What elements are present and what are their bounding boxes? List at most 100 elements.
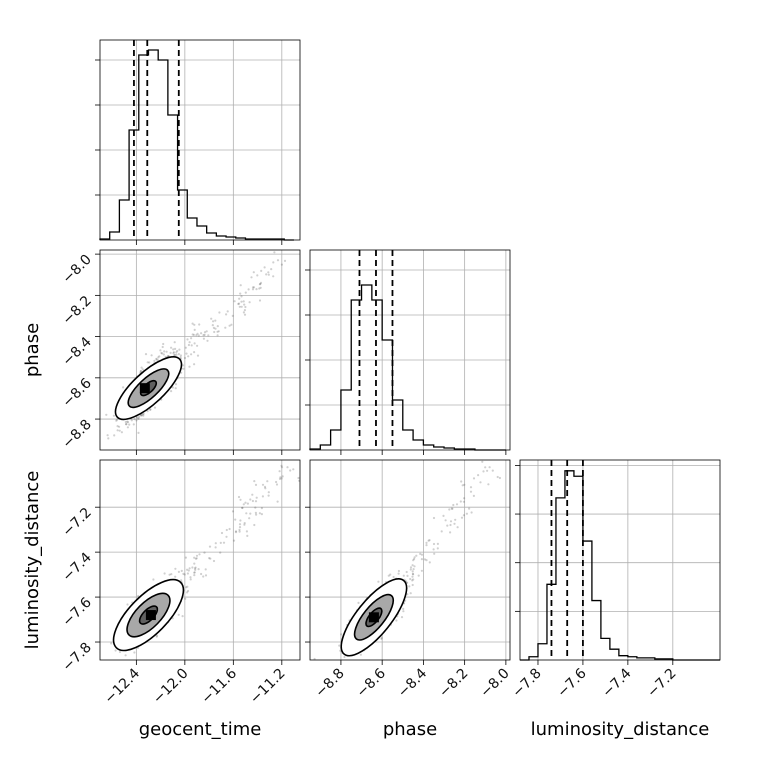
scatter-point [200, 332, 203, 335]
scatter-point [405, 570, 408, 574]
x-tick-label: −7.6 [554, 665, 589, 700]
scatter-point [141, 413, 144, 416]
y-tick-label: −7.8 [59, 640, 94, 675]
y-tick-label: −8.6 [59, 375, 94, 410]
x-axis-label-phase: phase [383, 719, 437, 740]
scatter-point [174, 383, 178, 386]
scatter-point [432, 516, 436, 520]
scatter-point [140, 413, 143, 416]
scatter-point [413, 557, 416, 561]
scatter-point [155, 634, 159, 637]
scatter-point [214, 542, 217, 545]
x-tick-label: −11.2 [247, 666, 289, 708]
scatter-point [140, 414, 143, 417]
scatter-point [195, 334, 198, 337]
scatter-point [234, 531, 238, 534]
scatter-point [449, 523, 452, 527]
scatter-point [182, 572, 185, 576]
scatter-point [232, 539, 236, 542]
scatter-point [411, 572, 414, 576]
scatter-point [281, 475, 284, 478]
scatter-point [481, 460, 484, 463]
scatter-point [412, 573, 415, 576]
scatter-point [208, 557, 211, 560]
scatter-point [141, 368, 144, 371]
scatter-point [238, 528, 241, 532]
scatter-point [465, 512, 468, 515]
scatter-point [409, 592, 412, 595]
scatter-point [359, 653, 362, 656]
scatter-point [189, 576, 192, 579]
scatter-point [247, 288, 250, 291]
scatter-point [191, 333, 194, 336]
scatter-point [260, 513, 263, 516]
scatter-point [298, 479, 300, 482]
scatter-point [248, 517, 251, 520]
scatter-point [170, 390, 173, 393]
scatter-point [241, 506, 244, 509]
scatter-point [162, 342, 165, 346]
scatter-point [454, 518, 457, 521]
scatter-point [245, 530, 248, 533]
scatter-point [460, 516, 464, 519]
scatter-point [174, 575, 177, 578]
scatter-point [246, 502, 249, 505]
scatter-point [124, 654, 127, 657]
scatter-point [263, 266, 266, 269]
scatter-point [420, 558, 423, 561]
scatter-point [193, 574, 196, 577]
scatter-point [239, 498, 242, 501]
scatter-point [292, 468, 295, 471]
scatter-point [207, 334, 210, 337]
scatter-point [120, 431, 123, 434]
scatter-point [146, 361, 149, 364]
scatter-point [472, 494, 475, 497]
scatter-point [213, 330, 216, 334]
scatter-point [173, 341, 176, 344]
scatter-point [357, 601, 360, 605]
scatter-point [417, 574, 420, 577]
scatter-point [190, 337, 193, 340]
scatter-point [244, 501, 247, 504]
scatter-point [125, 423, 128, 426]
scatter-point [193, 567, 197, 570]
scatter-point [155, 357, 158, 360]
y-axis-label-luminosity-distance: luminosity_distance [22, 471, 43, 650]
density-peak [368, 612, 379, 623]
scatter-point [253, 480, 256, 483]
scatter-point [459, 500, 462, 503]
scatter-point [186, 338, 189, 341]
scatter-point [212, 559, 216, 563]
scatter-point [428, 539, 431, 542]
scatter-point [279, 476, 282, 479]
scatter-point [226, 310, 229, 313]
scatter-point [278, 470, 281, 473]
scatter-point [216, 334, 219, 337]
scatter-point [234, 518, 237, 521]
scatter-point [238, 297, 241, 300]
scatter-point [139, 370, 142, 373]
scatter-point [238, 530, 241, 533]
scatter-point [228, 324, 231, 327]
scatter-point [210, 317, 213, 320]
scatter-point [272, 275, 275, 278]
scatter-point [204, 574, 208, 577]
scatter-point [340, 633, 343, 636]
scatter-point [150, 354, 153, 357]
scatter-point [118, 650, 122, 654]
scatter-point [449, 531, 452, 534]
scatter-point [488, 466, 491, 469]
scatter-point [193, 342, 196, 345]
scatter-point [194, 568, 197, 572]
scatter-point [412, 568, 415, 571]
scatter-point [420, 569, 423, 572]
scatter-point [200, 572, 203, 576]
scatter-point [234, 530, 238, 533]
scatter-point [225, 313, 228, 316]
scatter-point [140, 366, 143, 369]
scatter-point [272, 261, 275, 264]
scatter-point [187, 589, 190, 593]
x-tick-label: −12.4 [102, 665, 144, 707]
scatter-point [242, 300, 245, 303]
scatter-point [246, 534, 249, 538]
